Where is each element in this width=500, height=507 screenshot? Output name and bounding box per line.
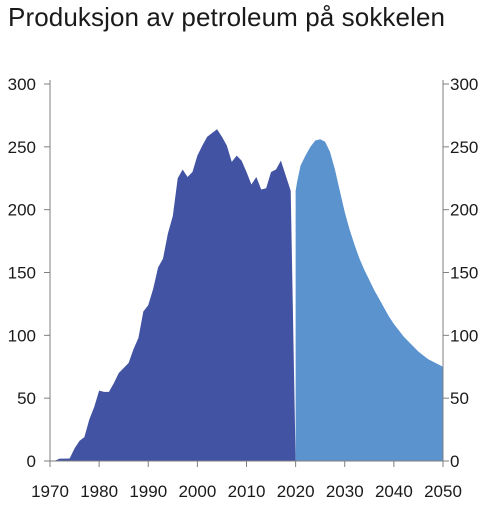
y-tick-label-right: 250 xyxy=(450,138,478,157)
x-tick-label: 2050 xyxy=(424,482,462,501)
tick-labels: 0 0 50 50 100 100 150 150 200 200 250 250 300 300 1970… xyxy=(8,75,479,501)
x-tick-label: 1970 xyxy=(31,482,69,501)
y-tick-label-right: 50 xyxy=(450,389,469,408)
y-tick-label-right: 150 xyxy=(450,264,478,283)
y-tick-label-left: 200 xyxy=(8,201,36,220)
y-tick-label-left: 0 xyxy=(27,452,36,471)
y-tick-label-right: 0 xyxy=(450,452,459,471)
y-tick-label-left: 50 xyxy=(17,389,36,408)
x-tick-label: 1990 xyxy=(129,482,167,501)
y-tick-label-left: 100 xyxy=(8,326,36,345)
y-tick-label-left: 250 xyxy=(8,138,36,157)
series-area-1 xyxy=(54,129,296,462)
x-tick-label: 1980 xyxy=(80,482,118,501)
x-tick-label: 2020 xyxy=(277,482,315,501)
x-tick-label: 2000 xyxy=(178,482,216,501)
y-tick-label-right: 100 xyxy=(450,326,478,345)
series-area-2 xyxy=(295,139,443,462)
chart-title: Produksjon av petroleum på sokkelen xyxy=(8,2,446,32)
y-tick-label-right: 300 xyxy=(450,75,478,94)
series-areas xyxy=(54,129,443,462)
y-tick-label-left: 150 xyxy=(8,264,36,283)
x-tick-label: 2040 xyxy=(375,482,413,501)
x-tick-label: 2010 xyxy=(228,482,266,501)
y-tick-label-left: 300 xyxy=(8,75,36,94)
y-tick-label-right: 200 xyxy=(450,201,478,220)
x-tick-label: 2030 xyxy=(326,482,364,501)
axes xyxy=(44,80,449,467)
